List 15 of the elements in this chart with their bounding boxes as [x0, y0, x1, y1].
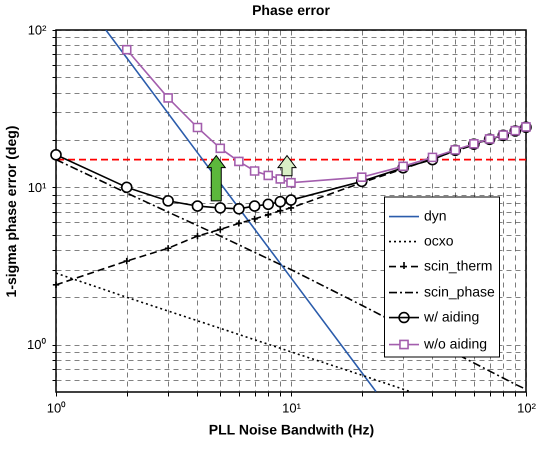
legend-label: dyn	[424, 208, 447, 224]
legend-label: w/ aiding	[423, 308, 480, 325]
x-axis-title: PLL Noise Bandwith (Hz)	[208, 422, 374, 438]
x-tick-label: 10⁰	[46, 400, 66, 416]
legend-label: ocxo	[424, 232, 454, 249]
x-tick-label: 10¹	[282, 400, 302, 416]
chart-title: Phase error	[252, 2, 330, 18]
legend-label: w/o aiding	[423, 336, 488, 352]
x-tick-label: 10²	[517, 400, 537, 416]
y-tick-label: 10⁰	[27, 337, 46, 352]
y-tick-label: 10²	[28, 22, 48, 38]
y-tick-label: 10¹	[28, 180, 48, 195]
y-axis-title: 1-sigma phase error (deg)	[3, 126, 20, 298]
legend-label: scin_phase	[424, 284, 496, 300]
legend-label: scin_therm	[424, 258, 492, 274]
